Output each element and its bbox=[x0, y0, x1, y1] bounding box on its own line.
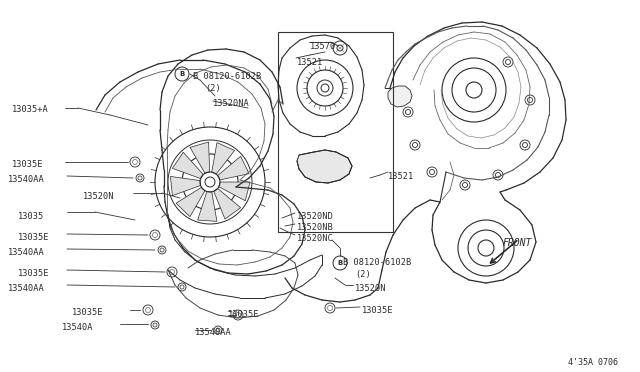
Polygon shape bbox=[214, 189, 241, 219]
Text: 13035E: 13035E bbox=[18, 233, 49, 242]
Text: 13520ND: 13520ND bbox=[297, 212, 333, 221]
Text: 13035E: 13035E bbox=[72, 308, 104, 317]
Polygon shape bbox=[219, 182, 250, 201]
Text: 13540AA: 13540AA bbox=[195, 328, 232, 337]
Text: 13540AA: 13540AA bbox=[8, 284, 45, 293]
Text: 13520NA: 13520NA bbox=[213, 99, 250, 108]
Text: B 08120-6102B: B 08120-6102B bbox=[193, 72, 261, 81]
Text: 13540AA: 13540AA bbox=[8, 175, 45, 184]
Text: 13035E: 13035E bbox=[12, 160, 44, 169]
Polygon shape bbox=[297, 150, 352, 183]
Text: 13521: 13521 bbox=[297, 58, 323, 67]
Polygon shape bbox=[190, 142, 210, 173]
Text: 13035E: 13035E bbox=[362, 306, 394, 315]
Polygon shape bbox=[176, 187, 205, 217]
Text: FRONT: FRONT bbox=[503, 238, 532, 248]
Polygon shape bbox=[198, 192, 217, 221]
Text: 13540AA: 13540AA bbox=[8, 248, 45, 257]
Polygon shape bbox=[170, 176, 200, 196]
Text: 13520N: 13520N bbox=[355, 284, 387, 293]
Polygon shape bbox=[172, 152, 204, 179]
Text: 13520NB: 13520NB bbox=[297, 223, 333, 232]
Polygon shape bbox=[218, 156, 249, 180]
Text: B: B bbox=[337, 260, 342, 266]
Text: B 08120-6102B: B 08120-6102B bbox=[343, 258, 412, 267]
Text: 13520NC: 13520NC bbox=[297, 234, 333, 243]
Text: (2): (2) bbox=[205, 84, 221, 93]
Text: (2): (2) bbox=[355, 270, 371, 279]
Text: 13570: 13570 bbox=[310, 42, 336, 51]
Text: 13035E: 13035E bbox=[18, 269, 49, 278]
Text: 13521: 13521 bbox=[388, 172, 414, 181]
Text: 13035E: 13035E bbox=[228, 310, 259, 319]
Text: B: B bbox=[179, 71, 184, 77]
Text: 13520N: 13520N bbox=[83, 192, 115, 201]
Text: 13035: 13035 bbox=[18, 212, 44, 221]
Text: 13035+A: 13035+A bbox=[12, 105, 49, 114]
Text: 13540A: 13540A bbox=[62, 323, 93, 332]
Text: 4'35A 0706: 4'35A 0706 bbox=[568, 358, 618, 367]
Polygon shape bbox=[388, 86, 412, 107]
Polygon shape bbox=[212, 142, 235, 174]
